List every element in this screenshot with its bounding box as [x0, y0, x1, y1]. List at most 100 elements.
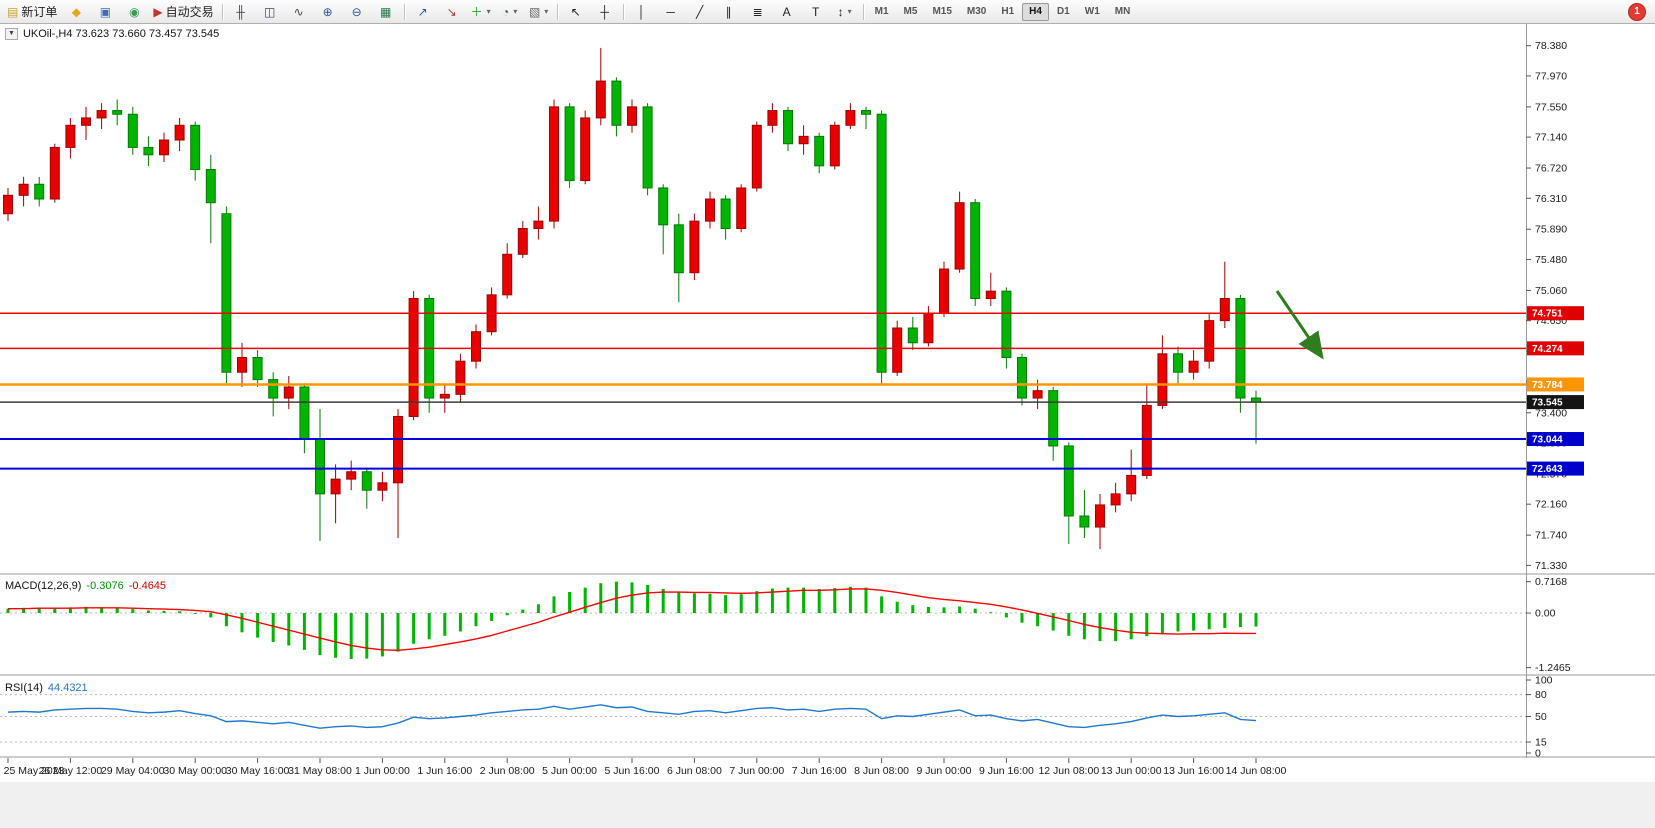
candle-body — [985, 290, 996, 300]
candle-body — [564, 106, 575, 182]
time-axis-label: 13 Jun 00:00 — [1101, 765, 1162, 777]
time-axis-label: 13 Jun 16:00 — [1163, 765, 1224, 777]
bar-chart-button[interactable]: ╫ — [227, 1, 255, 23]
candle-body — [502, 253, 513, 296]
text-icon: A — [782, 4, 791, 19]
cursor-button[interactable]: ↖ — [562, 1, 590, 23]
crosshair-button[interactable]: ┼ — [591, 1, 619, 23]
terminal-panel-icon: ▣ — [99, 4, 112, 19]
rsi-header: RSI(14) 44.4321 — [5, 682, 88, 694]
price-tick-label: 78.380 — [1535, 40, 1567, 52]
arrows-button[interactable]: ↕ — [831, 1, 859, 23]
candle-body — [970, 202, 981, 300]
main-chart-plot[interactable] — [0, 28, 1526, 572]
objects-list-button[interactable]: ↘ — [438, 1, 466, 23]
objects-list-icon: ↘ — [446, 4, 457, 19]
candle-body — [517, 227, 528, 255]
price-tag — [1527, 341, 1584, 356]
price-tag-label: 72.643 — [1532, 464, 1563, 475]
zoom-out-button[interactable]: ⊖ — [343, 1, 371, 23]
time-axis[interactable] — [0, 758, 1526, 782]
timeframe-m5-button[interactable]: M5 — [903, 5, 918, 17]
line-chart-icon: ∿ — [293, 4, 304, 19]
time-axis-label: 14 Jun 08:00 — [1226, 765, 1287, 777]
terminal-panel-button[interactable]: ▣ — [91, 1, 119, 23]
price-tick-label: 76.720 — [1535, 163, 1567, 175]
timeframe-h4-button[interactable]: H4 — [1022, 2, 1049, 21]
candle-body — [1126, 474, 1137, 495]
strategy-tester-button[interactable]: ◉ — [120, 1, 148, 23]
cursor-icon: ↖ — [570, 4, 581, 19]
tile-windows-icon: ▦ — [379, 4, 392, 19]
macd-tick-label: 0.00 — [1535, 608, 1556, 620]
text-label-button[interactable]: T — [802, 1, 830, 23]
trend-arrow-annotation[interactable] — [1275, 290, 1324, 360]
time-axis-label: 6 Jun 08:00 — [667, 765, 722, 777]
timeframe-m1-button[interactable]: M1 — [874, 5, 889, 17]
time-axis-label: 1 Jun 00:00 — [355, 765, 410, 777]
price-tag-label: 74.751 — [1532, 309, 1563, 320]
indicators-button[interactable]: ↗ — [409, 1, 437, 23]
vertical-line-button[interactable]: │ — [628, 1, 656, 23]
chart-profile-button[interactable]: ◆ — [62, 1, 90, 23]
candle-body — [205, 169, 216, 204]
new-order-button-label: 新订单 — [21, 5, 58, 19]
fibonacci-button[interactable]: ≣ — [744, 1, 772, 23]
timeframe-h1-button[interactable]: H1 — [1001, 5, 1015, 17]
tile-windows-button[interactable]: ▦ — [372, 1, 400, 23]
candle-body — [783, 110, 793, 145]
channel-button[interactable]: ∥ — [715, 1, 743, 23]
timeframe-m15-button[interactable]: M15 — [932, 5, 952, 17]
strategy-tester-icon: ◉ — [129, 4, 140, 19]
candle-body — [1204, 320, 1215, 362]
notification-badge[interactable]: 1 — [1628, 2, 1646, 21]
trendline-icon: ╱ — [696, 4, 704, 19]
timeframe-d1-button[interactable]: D1 — [1056, 5, 1070, 17]
time-axis-label: 7 Jun 00:00 — [729, 765, 784, 777]
candle-body — [1173, 353, 1183, 373]
rsi-tick-label: 15 — [1535, 737, 1547, 749]
chart-window: 78.380 77.970 77.550 77.140 76.720 76.310 75.8… — [0, 24, 1655, 828]
chart-symbol-header[interactable]: ▼ UKOil-,H4 73.623 73.660 73.457 73.545 — [5, 28, 219, 40]
toolbar-separator — [622, 3, 624, 20]
horizontal-line-button[interactable]: ─ — [657, 1, 685, 23]
timeframe-w1-button[interactable]: W1 — [1084, 5, 1100, 17]
template-button[interactable]: ▧ — [525, 1, 553, 23]
auto-trading-icon: ▶ — [153, 4, 163, 19]
channel-icon: ∥ — [725, 4, 732, 19]
new-order-button[interactable]: ▤ 新订单 — [3, 1, 61, 23]
macd-signal-value: -0.4645 — [128, 580, 167, 592]
time-axis-label: 1 Jun 16:00 — [417, 765, 472, 777]
trendline-button[interactable]: ╱ — [686, 1, 714, 23]
chart-canvas[interactable]: 78.380 77.970 77.550 77.140 76.720 76.310 75.8… — [0, 24, 1655, 828]
candle-body — [829, 124, 840, 167]
candlestick-chart-button[interactable]: ◫ — [256, 1, 284, 23]
timeframe-m30-button[interactable]: M30 — [966, 5, 987, 17]
macd-main-value: -0.3076 — [86, 580, 124, 592]
candle-body — [1157, 353, 1168, 406]
candle-body — [845, 110, 856, 126]
time-axis-label: 29 May 04:00 — [101, 765, 165, 777]
line-chart-button[interactable]: ∿ — [285, 1, 313, 23]
timeframe-mn-button[interactable]: MN — [1114, 5, 1131, 17]
candle-body — [861, 110, 871, 115]
price-tag — [1527, 306, 1584, 321]
timeframe-clock-button[interactable]: ◔ — [496, 1, 524, 23]
zoom-out-icon: ⊖ — [351, 4, 362, 19]
rsi-label: RSI(14) — [5, 682, 43, 694]
auto-trading-button[interactable]: ▶ 自动交易 — [149, 1, 217, 23]
price-tick-label: 77.140 — [1535, 132, 1567, 144]
zoom-in-button[interactable]: ⊕ — [314, 1, 342, 23]
candle-body — [1032, 390, 1043, 399]
candle-body — [1141, 404, 1152, 476]
text-button[interactable]: A — [773, 1, 801, 23]
price-tick-label: 71.740 — [1535, 530, 1567, 542]
time-axis-label: 31 May 08:00 — [288, 765, 352, 777]
add-indicator-button[interactable]: ＋ — [467, 1, 495, 23]
candle-body — [595, 80, 606, 119]
candle-body — [18, 183, 29, 196]
candle-body — [658, 187, 669, 226]
symbol-dropdown-icon[interactable]: ▼ — [5, 28, 18, 40]
rsi-line — [7, 704, 1257, 729]
toolbar-buttons: ▤新订单 ◆ ▣ ◉ ▶自动交易 ╫ ◫ ∿ ⊕ ⊖ ▦ ↗ ↘ ＋ ◔ ▧ ↖ ┼ │ ─ ╱ ∥ ≣ A T ↕ M1 M5 M15… — [3, 1, 1628, 23]
